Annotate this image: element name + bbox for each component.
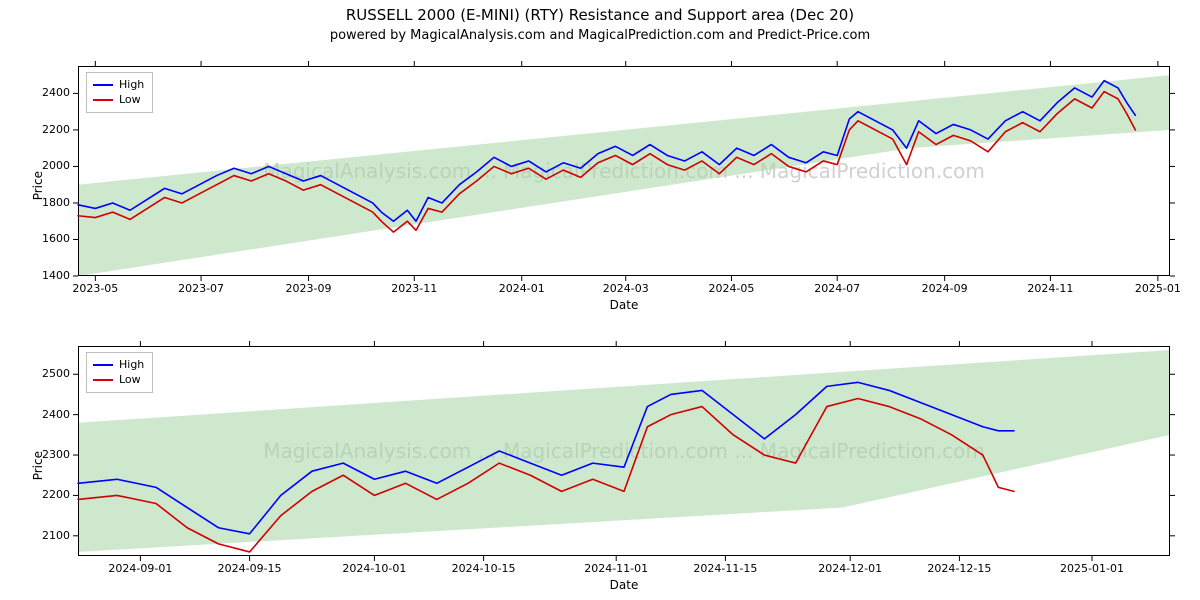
- ytick-label: 1800: [42, 196, 70, 209]
- xtick-label: 2024-11: [1027, 282, 1073, 295]
- xtick-label: 2024-11-15: [693, 562, 757, 575]
- xtick-label: 2024-05: [708, 282, 754, 295]
- ytick-label: 2200: [42, 123, 70, 136]
- support-resistance-band: [78, 75, 1170, 276]
- legend-row-high: High: [93, 77, 144, 92]
- legend-swatch-low: [93, 379, 113, 381]
- xtick-label: 2024-03: [603, 282, 649, 295]
- xtick-label: 2024-10-15: [452, 562, 516, 575]
- legend-label-low: Low: [119, 92, 141, 107]
- xtick-label: 2024-10-01: [342, 562, 406, 575]
- ytick-label: 2400: [42, 86, 70, 99]
- ytick-label: 2200: [42, 488, 70, 501]
- chart-top-legend: High Low: [86, 72, 153, 113]
- legend-label-low: Low: [119, 372, 141, 387]
- xtick-label: 2025-01: [1135, 282, 1181, 295]
- ytick-label: 2500: [42, 367, 70, 380]
- xtick-label: 2023-05: [72, 282, 118, 295]
- page-root: { "title": { "text": "RUSSELL 2000 (E-MI…: [0, 0, 1200, 600]
- ytick-label: 2000: [42, 159, 70, 172]
- legend-row-low: Low: [93, 372, 144, 387]
- xtick-label: 2023-09: [286, 282, 332, 295]
- legend-swatch-low: [93, 99, 113, 101]
- legend-swatch-high: [93, 364, 113, 366]
- xtick-label: 2024-09: [922, 282, 968, 295]
- legend-label-high: High: [119, 357, 144, 372]
- xtick-label: 2024-09-01: [108, 562, 172, 575]
- chart-bottom-svg: [78, 346, 1170, 556]
- xtick-label: 2023-07: [178, 282, 224, 295]
- xtick-label: 2024-12-01: [818, 562, 882, 575]
- ytick-label: 1400: [42, 269, 70, 282]
- xtick-label: 2025-01-01: [1060, 562, 1124, 575]
- support-resistance-band: [78, 350, 1170, 552]
- chart-top: MagicalAnalysis.com ... MagicalPredictio…: [78, 66, 1170, 276]
- legend-swatch-high: [93, 84, 113, 86]
- xtick-label: 2024-07: [814, 282, 860, 295]
- xtick-label: 2023-11: [391, 282, 437, 295]
- xtick-label: 2024-11-01: [584, 562, 648, 575]
- chart-top-xlabel: Date: [78, 298, 1170, 312]
- xtick-label: 2024-12-15: [927, 562, 991, 575]
- chart-bottom-legend: High Low: [86, 352, 153, 393]
- chart-bottom: MagicalAnalysis.com ... MagicalPredictio…: [78, 346, 1170, 556]
- chart-subtitle: powered by MagicalAnalysis.com and Magic…: [0, 28, 1200, 43]
- xtick-label: 2024-09-15: [218, 562, 282, 575]
- ytick-label: 2100: [42, 529, 70, 542]
- legend-row-high: High: [93, 357, 144, 372]
- legend-label-high: High: [119, 77, 144, 92]
- ytick-label: 2300: [42, 448, 70, 461]
- chart-bottom-xlabel: Date: [78, 578, 1170, 592]
- xtick-label: 2024-01: [499, 282, 545, 295]
- chart-title: RUSSELL 2000 (E-MINI) (RTY) Resistance a…: [0, 6, 1200, 24]
- ytick-label: 1600: [42, 232, 70, 245]
- ytick-label: 2400: [42, 408, 70, 421]
- legend-row-low: Low: [93, 92, 144, 107]
- chart-top-svg: [78, 66, 1170, 276]
